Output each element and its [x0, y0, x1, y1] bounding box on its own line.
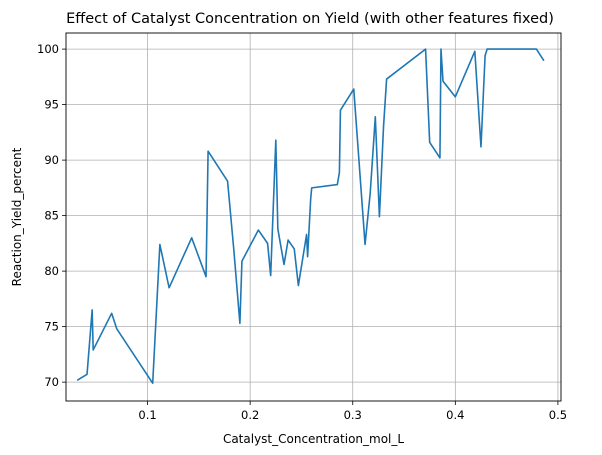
x-tick-label: 0.1 [138, 408, 156, 422]
series-line [77, 48, 545, 385]
x-tick-label: 0.2 [241, 408, 259, 422]
y-tick-label: 85 [44, 209, 59, 223]
y-axis-ticks: 70 75 80 85 90 95 100 [37, 42, 66, 389]
plot-frame [65, 32, 562, 402]
y-tick-label: 90 [44, 153, 59, 167]
y-tick-label: 75 [44, 320, 59, 334]
y-tick-label: 100 [37, 42, 59, 56]
chart-title: Effect of Catalyst Concentration on Yiel… [66, 11, 554, 27]
y-tick-label: 95 [44, 98, 59, 112]
x-tick-label: 0.5 [549, 408, 567, 422]
gridlines [66, 33, 561, 401]
x-axis-ticks: 0.1 0.2 0.3 0.4 0.5 [138, 401, 567, 422]
y-tick-label: 70 [44, 375, 59, 389]
x-tick-label: 0.4 [446, 408, 464, 422]
y-axis-label: Reaction_Yield_percent [10, 147, 24, 286]
x-tick-label: 0.3 [344, 408, 362, 422]
x-axis-label: Catalyst_Concentration_mol_L [223, 432, 404, 446]
y-tick-label: 80 [44, 264, 59, 278]
